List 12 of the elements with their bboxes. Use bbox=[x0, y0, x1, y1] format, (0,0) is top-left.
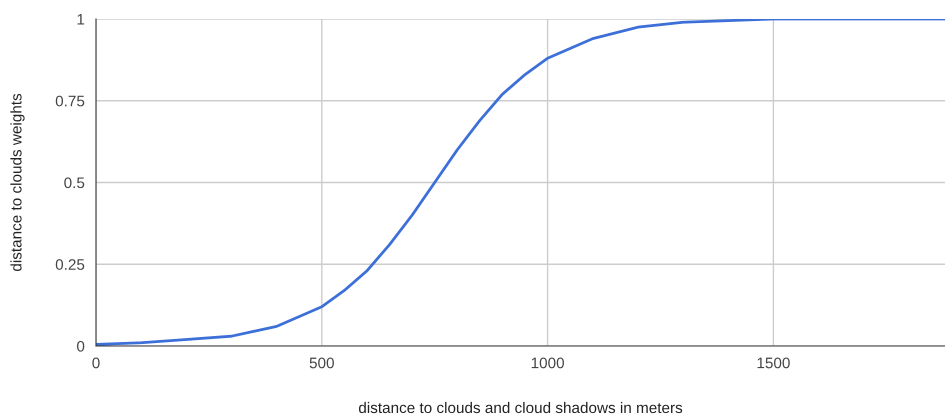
x-tick-label: 0 bbox=[92, 358, 100, 368]
y-tick-label: 0 bbox=[76, 340, 84, 352]
y-tick-label: 0.75 bbox=[56, 96, 84, 106]
y-tick-label: 0.5 bbox=[64, 177, 84, 188]
x-tick-label: 500 bbox=[310, 358, 334, 368]
y-tick-label: 0.25 bbox=[56, 259, 84, 270]
y-axis-title: distance to clouds weights bbox=[10, 94, 25, 272]
line-series bbox=[96, 19, 945, 346]
x-tick-label: 1000 bbox=[532, 358, 564, 368]
x-axis-title: distance to clouds and cloud shadows in meters bbox=[358, 402, 682, 414]
x-tick-label: 1500 bbox=[758, 358, 790, 368]
y-tick-label: 1 bbox=[78, 14, 84, 25]
